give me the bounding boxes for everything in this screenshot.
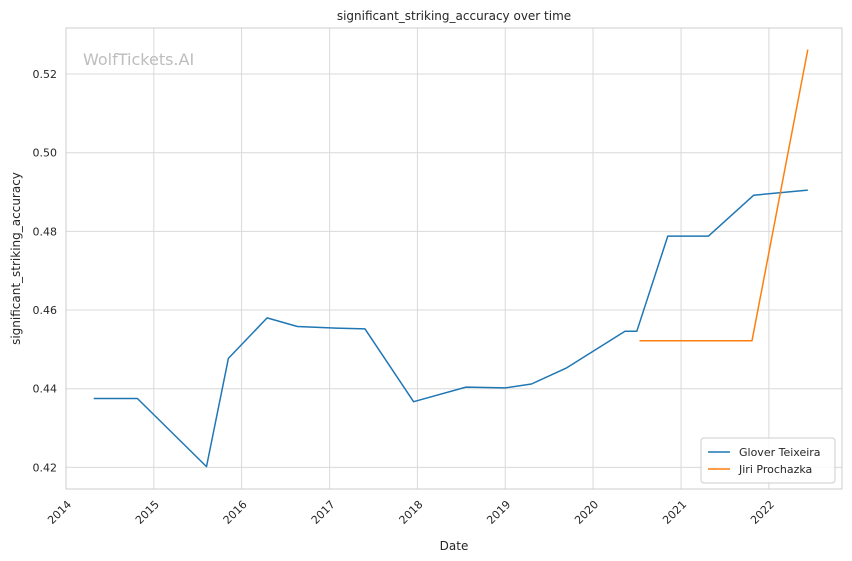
legend-items: Glover Teixeira Jiri Prochazka bbox=[708, 446, 821, 476]
legend-label-1: Glover Teixeira bbox=[739, 446, 821, 459]
watermark: WolfTickets.AI bbox=[83, 50, 194, 69]
legend-box bbox=[700, 437, 836, 484]
y-tick-label: 0.50 bbox=[33, 147, 58, 160]
y-tick-label: 0.52 bbox=[33, 68, 58, 81]
series-line-1 bbox=[93, 189, 808, 468]
plot-area-frame bbox=[65, 27, 843, 490]
legend-label-2: Jiri Prochazka bbox=[738, 463, 812, 476]
series-lines bbox=[93, 49, 809, 468]
grid bbox=[65, 28, 842, 489]
x-axis-title: Date bbox=[440, 539, 469, 553]
chart-title: significant_striking_accuracy over time bbox=[337, 9, 571, 23]
legend: Glover Teixeira Jiri Prochazka bbox=[700, 437, 836, 484]
y-tick-label: 0.42 bbox=[33, 461, 58, 474]
y-tick-label: 0.44 bbox=[33, 383, 58, 396]
y-tick-label: 0.48 bbox=[33, 225, 58, 238]
y-tick-label: 0.46 bbox=[33, 304, 58, 317]
y-axis-title: significant_striking_accuracy bbox=[9, 172, 23, 345]
series-line-2 bbox=[639, 49, 809, 342]
